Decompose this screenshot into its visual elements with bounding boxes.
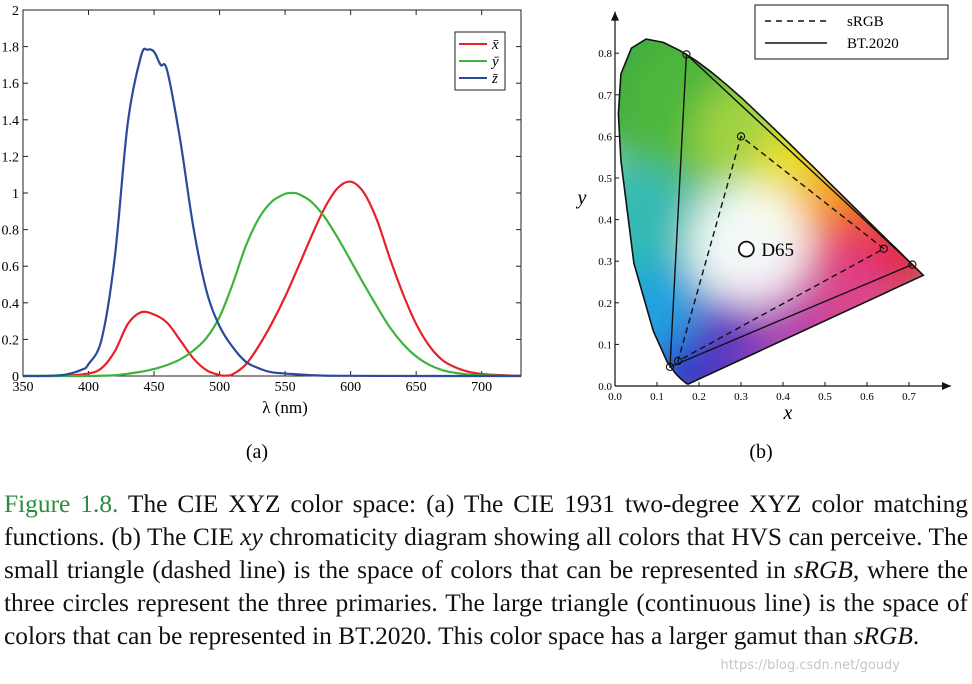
x-tick-label: 0.6 bbox=[860, 391, 874, 403]
x-tick-label: 0.3 bbox=[734, 391, 748, 403]
caption-text: sRGB bbox=[853, 622, 913, 650]
x-tick-label: 700 bbox=[471, 380, 492, 395]
x-tick-label: 550 bbox=[275, 380, 296, 395]
y-tick-label: 0.8 bbox=[598, 48, 612, 60]
y-tick-label: 0.8 bbox=[2, 224, 20, 239]
x-tick-label: 400 bbox=[78, 380, 99, 395]
gamut-triangles: D65 bbox=[665, 50, 917, 372]
chromaticity-axes: 0.0 0.1 0.2 0.3 0.4 0.5 0.6 0.7 0.0 0.1 0.2 0.3 0.4 0… bbox=[598, 11, 951, 403]
watermark: https://blog.csdn.net/goudy bbox=[720, 658, 900, 673]
caption-figure-label: Figure 1.8. bbox=[4, 490, 119, 518]
figure-caption: Figure 1.8. The CIE XYZ color space: (a)… bbox=[4, 488, 968, 653]
x-axis-arrow bbox=[942, 382, 951, 390]
cmf-series-z bbox=[22, 47, 521, 378]
x-tick-label: 0.5 bbox=[818, 391, 832, 403]
white-point-marker bbox=[737, 240, 755, 258]
y-tick-label: 0.5 bbox=[598, 173, 612, 185]
y-tick-label: 0.2 bbox=[2, 333, 20, 348]
y-tick-label: 0.2 bbox=[598, 298, 612, 310]
panel-label-b: (b) bbox=[749, 441, 772, 463]
y-tick-label: 0.3 bbox=[598, 256, 612, 268]
chromaticity-legend: sRGB BT.2020 bbox=[754, 4, 949, 60]
spectral-locus bbox=[617, 38, 925, 385]
chromaticity-legend-box bbox=[754, 4, 949, 60]
x-tick-label: 0.1 bbox=[650, 391, 664, 403]
legend-label: x̄ bbox=[491, 37, 499, 53]
white-point-label: D65 bbox=[761, 240, 794, 261]
x-tick-label: 0.4 bbox=[776, 391, 790, 403]
y-tick-label: 1.8 bbox=[2, 41, 20, 56]
y-tick-label: 0 bbox=[12, 370, 19, 385]
x-tick-label: 0.2 bbox=[692, 391, 706, 403]
y-tick-label: 0.0 bbox=[598, 381, 612, 393]
chromaticity-chart: 0.0 0.1 0.2 0.3 0.4 0.5 0.6 0.7 0.0 0.1 0.2 0.3 0.4 0… bbox=[576, 4, 951, 463]
y-tick-label: 0.6 bbox=[598, 131, 612, 143]
cmf-legend: x̄ȳz̄ bbox=[454, 31, 506, 91]
cmf-series-y bbox=[22, 191, 522, 378]
primary-marker bbox=[673, 356, 683, 366]
cmf-chart: 350 400 450 500 550 600 650 700 0 0.2 0.4 0.6 0.8 1 1.… bbox=[2, 4, 522, 463]
primary-marker bbox=[736, 132, 746, 141]
chromaticity-x-axis-label: x bbox=[783, 402, 793, 424]
legend-label: sRGB bbox=[847, 14, 884, 30]
caption-text: , where the three circles represent the … bbox=[4, 556, 968, 650]
y-tick-label: 0.7 bbox=[598, 90, 612, 102]
gamut-triangle-srgb bbox=[676, 135, 886, 363]
y-tick-label: 1 bbox=[12, 187, 19, 202]
x-tick-label: 450 bbox=[144, 380, 165, 395]
legend-label: BT.2020 bbox=[847, 36, 899, 52]
primary-marker bbox=[665, 362, 675, 372]
gamut-blobs bbox=[618, 39, 924, 384]
y-tick-label: 2 bbox=[12, 4, 19, 19]
primary-marker bbox=[908, 260, 917, 269]
x-tick-label: 0.7 bbox=[902, 391, 916, 403]
caption-text: chromaticity diagram showing all colors … bbox=[4, 523, 968, 584]
gamut-blob bbox=[618, 164, 696, 275]
gamut-triangle-bt2020 bbox=[669, 52, 914, 368]
y-tick-label: 1.2 bbox=[2, 150, 20, 165]
chromaticity-y-axis-label: y bbox=[576, 187, 587, 209]
caption-text: xy bbox=[240, 523, 263, 551]
caption-text: The CIE XYZ color space: (a) The CIE 193… bbox=[4, 490, 968, 551]
caption-text: sRGB bbox=[793, 556, 853, 584]
primary-marker bbox=[879, 244, 888, 253]
y-tick-label: 1.4 bbox=[2, 114, 20, 129]
cmf-curves bbox=[22, 47, 522, 378]
y-tick-label: 0.6 bbox=[2, 260, 20, 275]
y-tick-label: 1.6 bbox=[2, 77, 20, 92]
y-tick-label: 0.4 bbox=[2, 297, 20, 312]
primary-marker bbox=[682, 50, 691, 59]
x-tick-label: 650 bbox=[406, 380, 427, 395]
cmf-x-axis-label: λ (nm) bbox=[262, 398, 308, 417]
panel-label-a: (a) bbox=[246, 441, 268, 463]
chromaticity-gamut-fill bbox=[618, 39, 924, 384]
legend-label: z̄ bbox=[491, 71, 498, 87]
legend-label: ȳ bbox=[490, 54, 499, 70]
y-tick-label: 0.4 bbox=[598, 215, 612, 227]
x-tick-label: 600 bbox=[340, 380, 361, 395]
y-axis-arrow bbox=[611, 11, 619, 21]
cmf-series-x bbox=[22, 180, 522, 378]
x-tick-label: 500 bbox=[209, 380, 230, 395]
cmf-axes: 350 400 450 500 550 600 650 700 0 0.2 0.4 0.6 0.8 1 1.… bbox=[2, 4, 522, 395]
x-tick-label: 350 bbox=[13, 380, 34, 395]
y-tick-label: 0.1 bbox=[598, 339, 612, 351]
x-tick-label: 0.0 bbox=[608, 391, 622, 403]
caption-text: . bbox=[912, 622, 920, 650]
